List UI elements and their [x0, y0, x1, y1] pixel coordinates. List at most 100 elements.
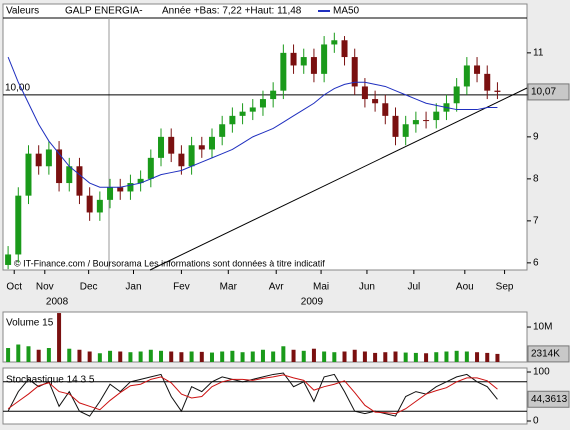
volume-bar [138, 351, 143, 362]
volume-bar [209, 352, 214, 362]
candle-body [494, 90, 501, 92]
candle-body [484, 73, 491, 91]
candle-body [66, 166, 73, 184]
volume-bar [67, 348, 72, 362]
candle-body [15, 195, 22, 255]
candle-body [5, 254, 12, 265]
x-tick-label: Avr [269, 282, 284, 293]
chart-title: GALP ENERGIA- [65, 6, 143, 17]
candle-body [158, 136, 165, 158]
last-value-label: 10,07 [531, 87, 556, 98]
trend-line [149, 87, 528, 271]
candle-body [412, 120, 419, 125]
candle-body [229, 115, 236, 125]
candle-body [198, 145, 205, 150]
candle-body [147, 157, 154, 179]
volume-bar [179, 352, 184, 362]
volume-bar [220, 351, 225, 362]
volume-bar [189, 351, 194, 362]
x-tick-label: Jan [125, 282, 141, 293]
volume-bar [352, 349, 357, 362]
volume-bar [230, 350, 235, 362]
candle-body [474, 65, 481, 74]
last-value-label: 44,3613 [531, 394, 568, 405]
last-value-box [527, 390, 570, 408]
candle-body [45, 149, 52, 167]
candle-body [168, 136, 175, 154]
volume-bar [383, 352, 388, 362]
volume-bar [26, 346, 31, 362]
last-value-box [527, 345, 570, 363]
candle-body [25, 153, 32, 196]
stoch-line [7, 372, 498, 417]
volume-bar [6, 348, 11, 362]
volume-bar [159, 350, 164, 362]
volume-bar [87, 351, 92, 362]
volume-bar [322, 351, 327, 362]
volume-bar [77, 349, 82, 362]
candle-body [96, 199, 103, 213]
volume-bar [393, 351, 398, 362]
chart-subtitle: Année +Bas: 7,22 +Haut: 11,48 [162, 6, 302, 17]
volume-bar [424, 353, 429, 362]
volume-bar [373, 352, 378, 362]
volume-bar [271, 351, 276, 362]
candle-body [56, 149, 63, 184]
volume-bar [444, 351, 449, 362]
volume-bar [46, 348, 51, 362]
volume-bar [57, 313, 62, 362]
y-tick-label: 9 [533, 132, 539, 143]
volume-bar [332, 352, 337, 362]
volume-bar [464, 351, 469, 362]
candle-body [402, 124, 409, 137]
candle-body [137, 178, 144, 184]
candle-body [382, 103, 389, 116]
x-tick-label: Jun [359, 282, 375, 293]
candle-body [361, 86, 368, 100]
candle-body [341, 40, 348, 58]
last-value-label: 2314K [531, 349, 560, 360]
candle-body [208, 136, 215, 150]
price-panel [2, 3, 528, 271]
candle-body [321, 44, 328, 74]
volume-bar [413, 352, 418, 362]
y-tick-label: 100 [533, 367, 550, 378]
volume-bar [260, 349, 265, 362]
stoch-title: Stochastique 14 3 5 [6, 375, 95, 386]
candle-body [423, 120, 430, 122]
volume-bar [485, 352, 490, 362]
candle-body [453, 86, 460, 104]
volume-bar [118, 351, 123, 362]
candle-body [331, 40, 338, 45]
volume-bar [97, 353, 102, 362]
volume-bar [199, 351, 204, 362]
candle-body [270, 90, 277, 100]
candle-body [249, 107, 256, 112]
volume-bar [16, 344, 21, 362]
volume-bar [250, 351, 255, 362]
volume-title: Volume 15 [6, 318, 54, 329]
x-tick-label: Mai [313, 282, 329, 293]
x-tick-label: Aou [456, 282, 474, 293]
y-tick-label: 10M [533, 322, 552, 333]
volume-bar [403, 352, 408, 362]
candle-body [86, 195, 93, 213]
x-tick-label: Sep [496, 282, 514, 293]
x-tick-label: Fev [173, 282, 190, 293]
legend-label: MA50 [333, 6, 360, 17]
ma-line [7, 56, 498, 188]
candle-body [219, 124, 226, 137]
candle-body [178, 153, 185, 167]
y-tick-label: 8 [533, 174, 539, 185]
volume-bar [342, 351, 347, 362]
candle-body [239, 111, 246, 116]
x-tick-label: Oct [6, 282, 22, 293]
volume-bar [454, 350, 459, 362]
candle-body [392, 115, 399, 137]
candle-body [259, 99, 266, 108]
candle-body [433, 111, 440, 121]
candle-body [280, 52, 287, 91]
y-tick-label: 7 [533, 216, 539, 227]
last-value-box [527, 83, 570, 101]
